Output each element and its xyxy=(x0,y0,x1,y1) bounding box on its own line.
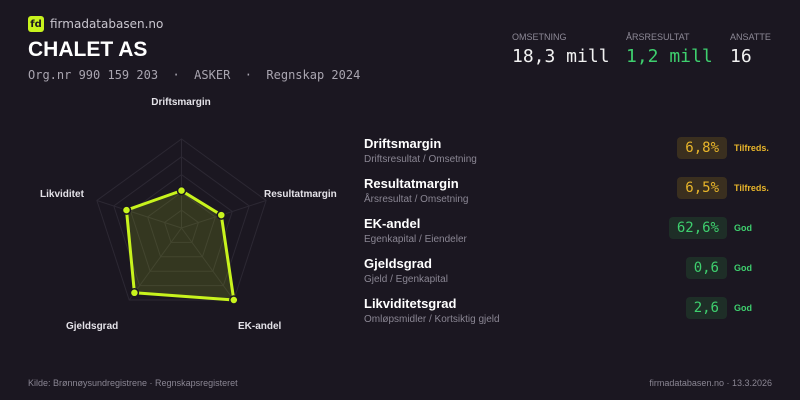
radar-spoke xyxy=(181,227,235,301)
axis-label-ek-andel: EK-andel xyxy=(238,321,282,332)
footer-source: Kilde: Brønnøysundregistrene · Regnskaps… xyxy=(28,378,238,388)
metric-row: Resultatmargin Årsresultat / Omsetning 6… xyxy=(364,174,774,210)
metric-value: 6,5% xyxy=(677,177,727,199)
metric-title: EK-andel xyxy=(364,216,421,231)
radar-point-gjeldsgrad xyxy=(129,288,140,298)
metric-row: Likviditetsgrad Omløpsmidler / Kortsikti… xyxy=(364,294,774,330)
stat-label-employees: ANSATTE xyxy=(730,32,771,42)
radar-point-driftsmargin xyxy=(176,185,187,196)
stat-label-result: ÅRSRESULTAT xyxy=(626,32,690,42)
metric-row: Driftsmargin Driftsresultat / Omsetning … xyxy=(364,134,774,170)
radar-point-ek-andel xyxy=(229,295,239,305)
radar-area xyxy=(124,189,236,302)
radar-spoke xyxy=(96,200,182,229)
site-name[interactable]: firmadatabasen.no xyxy=(50,17,164,31)
stat-label-revenue: OMSETNING xyxy=(512,32,567,42)
metric-row: EK-andel Egenkapital / Eiendeler 62,6% G… xyxy=(364,214,774,250)
radar-grid-ring xyxy=(163,209,200,243)
metric-title: Resultatmargin xyxy=(364,176,459,191)
axis-label-driftsmargin: Driftsmargin xyxy=(151,97,210,108)
company-name: CHALET AS xyxy=(28,38,148,61)
metric-status: Tilfreds. xyxy=(734,183,769,193)
radar-grid-ring xyxy=(147,191,216,258)
metric-title: Likviditetsgrad xyxy=(364,296,457,311)
footer-site-date: firmadatabasen.no · 13.3.2026 xyxy=(649,378,772,388)
metric-formula: Driftsresultat / Omsetning xyxy=(364,154,477,165)
radar-point-likviditet xyxy=(121,205,132,215)
metric-value: 6,8% xyxy=(677,137,727,159)
axis-label-likviditet: Likviditet xyxy=(40,189,85,200)
metric-formula: Årsresultat / Omsetning xyxy=(364,194,469,205)
metric-title: Gjeldsgrad xyxy=(364,256,432,271)
radar-spoke xyxy=(128,227,182,301)
metric-status: God xyxy=(734,263,752,273)
metric-value: 2,6 xyxy=(685,297,727,319)
metric-title: Driftsmargin xyxy=(364,136,442,151)
axis-label-resultatmargin: Resultatmargin xyxy=(264,189,337,200)
metric-formula: Omløpsmidler / Kortsiktig gjeld xyxy=(364,314,500,325)
metric-value: 62,6% xyxy=(668,217,727,239)
company-meta: Org.nr 990 159 203 · ASKER · Regnskap 20… xyxy=(28,68,361,82)
radar-chart: Driftsmargin Resultatmargin EK-andel Gje… xyxy=(40,97,337,332)
metric-value: 0,6 xyxy=(685,257,727,279)
metric-row: Gjeldsgrad Gjeld / Egenkapital 0,6 God xyxy=(364,254,774,290)
stat-value-employees: 16 xyxy=(730,46,752,67)
radar-grid-ring xyxy=(113,156,250,287)
metric-status: God xyxy=(734,303,752,313)
radar-grid-ring xyxy=(96,138,267,301)
stat-value-revenue: 18,3 mill xyxy=(512,46,610,67)
axis-label-gjeldsgrad: Gjeldsgrad xyxy=(66,321,118,332)
radar-point-resultatmargin xyxy=(216,210,227,220)
metric-formula: Gjeld / Egenkapital xyxy=(364,274,448,285)
metric-formula: Egenkapital / Eiendeler xyxy=(364,234,467,245)
stat-value-result: 1,2 mill xyxy=(626,46,713,67)
metric-status: Tilfreds. xyxy=(734,143,769,153)
logo-icon: fd xyxy=(28,16,44,32)
metric-status: God xyxy=(734,223,752,233)
